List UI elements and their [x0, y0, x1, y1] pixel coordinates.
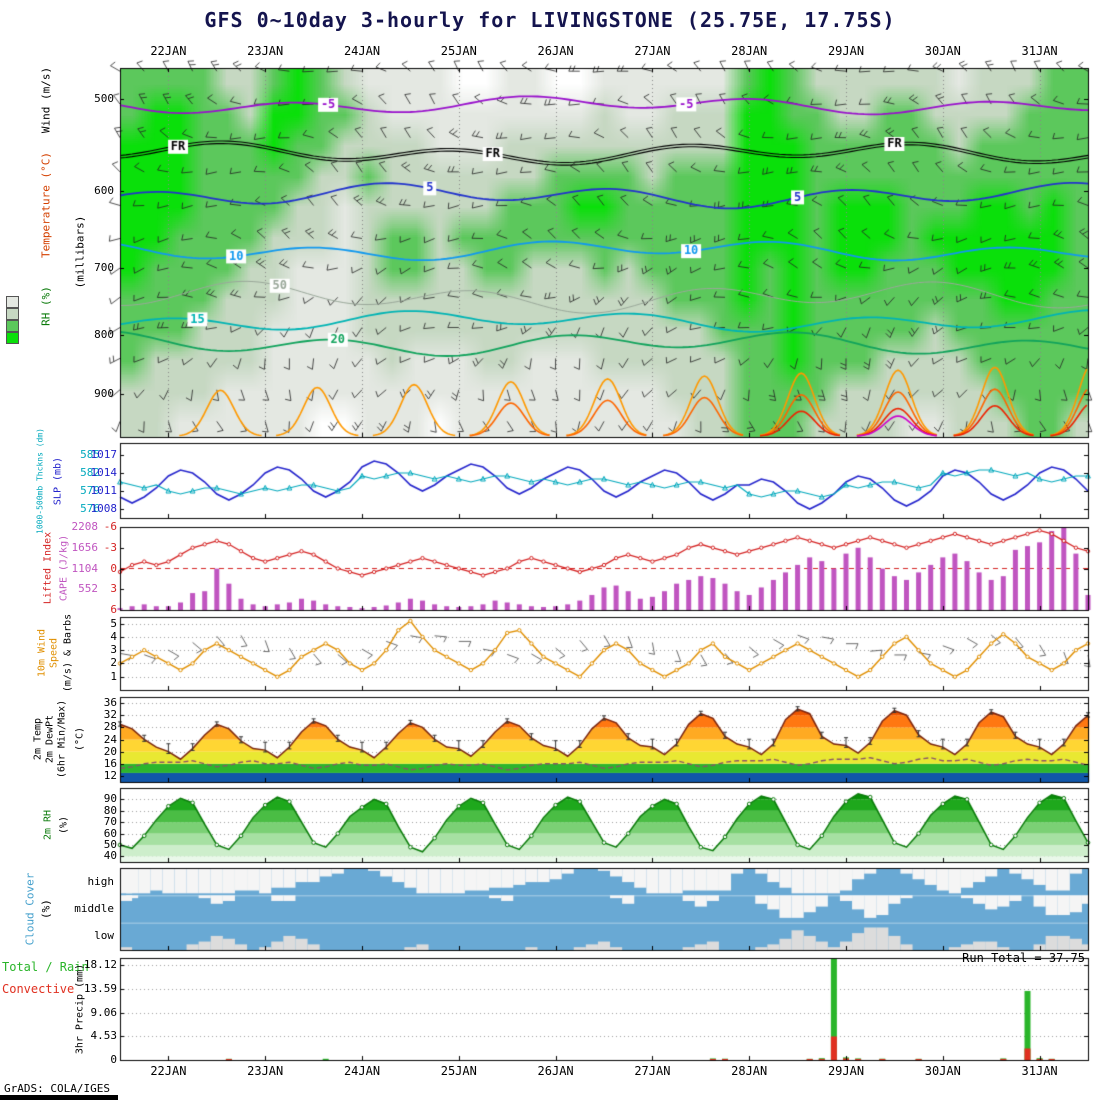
- cape-tick-label: 1656: [71, 540, 99, 554]
- wind10m-axis-label-1: 10m Wind: [36, 628, 48, 678]
- bottom-date-label: 24JAN: [343, 1064, 381, 1078]
- rh-legend-cell: [6, 308, 19, 320]
- thickness-tick-label: 582: [80, 466, 100, 479]
- bottom-date-label: 28JAN: [731, 1064, 768, 1078]
- top-date-label: 27JAN: [634, 44, 671, 58]
- bottom-date-label: 26JAN: [537, 1064, 574, 1078]
- cape-tick-label: 552: [78, 582, 98, 596]
- slp-tick-label: 1011: [90, 484, 118, 497]
- slp-tick-label: 1017: [90, 448, 118, 461]
- top-date-label: 29JAN: [827, 44, 865, 58]
- wind-speed-tick-label: 3: [110, 643, 117, 657]
- pressure-axis-label: (millibars): [73, 215, 87, 289]
- bottom-date-label: 23JAN: [247, 1064, 284, 1078]
- wind-speed-tick-label: 4: [110, 629, 117, 643]
- cape-tick-label: 2208: [71, 520, 99, 533]
- cloud-row-label: low: [94, 929, 114, 943]
- slp-tick-label: 1014: [90, 466, 118, 479]
- pressure-tick-label: 900: [94, 387, 114, 401]
- bottom-date-label: 25JAN: [440, 1064, 477, 1078]
- rh-legend-cell: [6, 296, 19, 308]
- top-date-label: 23JAN: [247, 44, 284, 58]
- wind-speed-tick-label: 5: [110, 616, 117, 630]
- temp-tick-label: 32: [103, 708, 117, 722]
- upper-rh-axis-label: RH (%): [39, 286, 53, 326]
- top-date-label: 25JAN: [440, 44, 477, 58]
- rh-tick-label: 50: [103, 837, 117, 851]
- top-date-label: 24JAN: [343, 44, 381, 58]
- rh-legend-colorbar: [6, 296, 19, 344]
- precip-tick-label: 9.06: [90, 1005, 118, 1019]
- cloud-row-label: high: [87, 874, 115, 888]
- top-date-label: 30JAN: [924, 44, 961, 58]
- precip-tick-label: 4.53: [90, 1029, 118, 1043]
- run-total-label: Run Total = 37.75: [962, 951, 1085, 965]
- wind-speed-tick-label: 1: [110, 669, 117, 683]
- top-date-label: 31JAN: [1021, 44, 1058, 58]
- top-date-label: 26JAN: [537, 44, 574, 58]
- rh-tick-label: 90: [103, 792, 117, 806]
- lifted-index-tick-label: 3: [110, 582, 117, 596]
- bottom-date-label: 30JAN: [924, 1064, 961, 1078]
- bottom-date-label: 27JAN: [634, 1064, 671, 1078]
- bottom-left-bar: [0, 1095, 118, 1100]
- precip-tick-label: 18.12: [83, 958, 117, 972]
- bottom-date-label: 22JAN: [150, 1064, 187, 1078]
- bottom-date-label: 31JAN: [1021, 1064, 1058, 1078]
- page-title: GFS 0~10day 3-hourly for LIVINGSTONE (25…: [204, 8, 896, 32]
- pressure-tick-label: 600: [94, 183, 114, 197]
- slp-axis-label: SLP (mb): [52, 456, 64, 506]
- upper-wind-axis-label: Wind (m/s): [39, 66, 53, 134]
- temp-tick-label: 24: [103, 732, 117, 746]
- cloud-axis-label-1: Cloud Cover: [23, 872, 37, 946]
- rh-tick-label: 80: [103, 803, 117, 817]
- lifted-index-tick-label: 6: [110, 603, 117, 616]
- temp-tick-label: 36: [103, 696, 117, 710]
- pressure-tick-label: 800: [94, 328, 114, 342]
- temp-tick-label: 20: [103, 744, 117, 758]
- precip-tick-label: 13.59: [83, 981, 117, 995]
- lifted-index-tick-label: -3: [103, 540, 117, 554]
- top-date-label: 28JAN: [731, 44, 768, 58]
- rh-legend-cell: [6, 320, 19, 332]
- rh-tick-label: 40: [103, 849, 117, 863]
- lifted-index-tick-label: 0: [110, 561, 117, 575]
- grads-credit: GrADS: COLA/IGES: [4, 1082, 110, 1095]
- t2m-axis-label-1: 2m Temp: [32, 717, 44, 761]
- precip-tick-label: 0: [110, 1053, 117, 1066]
- temp-tick-label: 12: [103, 768, 117, 782]
- cloud-row-label: middle: [74, 902, 114, 915]
- top-date-label: 22JAN: [150, 44, 187, 58]
- bottom-date-label: 29JAN: [827, 1064, 865, 1078]
- rh-legend-cell: [6, 332, 19, 344]
- slp-tick-label: 1008: [90, 502, 118, 515]
- pressure-tick-label: 500: [94, 92, 114, 106]
- cape-tick-label: 1104: [71, 561, 99, 575]
- upper-temperature-axis-label: Temperature (°C): [39, 152, 53, 258]
- thickness-tick-label: 585: [80, 448, 100, 461]
- thickness-axis-label: 1000-500mb Thckns (dm): [35, 428, 45, 534]
- rh-tick-label: 60: [103, 826, 117, 840]
- rh-tick-label: 70: [103, 815, 117, 829]
- wind-speed-tick-label: 2: [110, 656, 117, 670]
- lifted-index-tick-label: -6: [103, 520, 117, 533]
- t2m-axis-label-2: 2m DewPt: [44, 714, 56, 764]
- temp-tick-label: 28: [103, 720, 117, 734]
- precip-legend-convective: Convective: [2, 982, 75, 996]
- thickness-tick-label: 576: [80, 502, 100, 515]
- rh2m-axis-label-1: 2m RH: [42, 809, 54, 841]
- temp-tick-label: 16: [103, 756, 117, 770]
- pressure-tick-label: 700: [94, 261, 114, 275]
- precip-legend-total: Total / Rain: [2, 960, 89, 974]
- thickness-tick-label: 579: [80, 484, 100, 497]
- cloud-axis-label-2: (%): [39, 899, 53, 919]
